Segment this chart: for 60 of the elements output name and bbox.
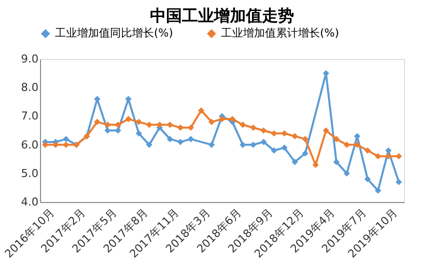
point: [94, 118, 100, 126]
point: [354, 142, 360, 148]
point: [156, 122, 163, 128]
chart-title: 中国工业增加值走势: [150, 6, 294, 25]
y-tick-label: 8.0: [21, 81, 38, 94]
point: [344, 142, 350, 148]
point: [396, 178, 402, 186]
point: [188, 124, 194, 131]
point: [385, 153, 392, 160]
point: [114, 127, 122, 134]
point: [125, 116, 132, 122]
point: [62, 136, 70, 142]
point: [364, 147, 371, 154]
y-tick-label: 5.0: [21, 166, 38, 180]
point: [146, 142, 152, 148]
point: [208, 142, 215, 148]
point: [270, 147, 278, 154]
point: [260, 138, 267, 146]
point: [62, 142, 70, 148]
point: [281, 130, 288, 137]
point: [333, 158, 340, 166]
point: [374, 153, 382, 160]
point: [208, 118, 215, 126]
point: [292, 133, 298, 140]
point: [322, 127, 330, 134]
legend-label: 工业增加值累计增长(%): [221, 26, 340, 40]
point: [240, 142, 246, 148]
point: [302, 150, 308, 157]
legend-label: 工业增加值同比增长(%): [55, 26, 174, 40]
point: [250, 142, 256, 148]
point: [333, 136, 340, 142]
point: [114, 122, 122, 128]
point: [52, 142, 59, 148]
point: [104, 127, 111, 134]
y-tick-label: 4.0: [21, 196, 38, 208]
point: [166, 122, 174, 128]
point: [136, 118, 142, 126]
point: [177, 138, 184, 146]
point: [218, 116, 226, 122]
y-tick-label: 9.0: [21, 52, 38, 66]
point: [374, 187, 382, 194]
point: [188, 136, 194, 142]
point: [198, 107, 204, 114]
point: [240, 122, 246, 128]
point: [322, 70, 330, 76]
point: [270, 130, 278, 137]
point: [292, 158, 298, 166]
point: [364, 176, 371, 182]
point: [260, 127, 267, 134]
y-tick-label: 6.0: [21, 138, 38, 152]
point: [302, 136, 308, 142]
point: [136, 130, 142, 137]
point: [104, 122, 111, 128]
point: [250, 124, 256, 131]
y-tick-label: 7.0: [21, 110, 38, 123]
point: [229, 116, 236, 122]
point: [281, 144, 288, 151]
point: [177, 124, 184, 131]
point: [166, 136, 174, 142]
point: [344, 170, 350, 177]
